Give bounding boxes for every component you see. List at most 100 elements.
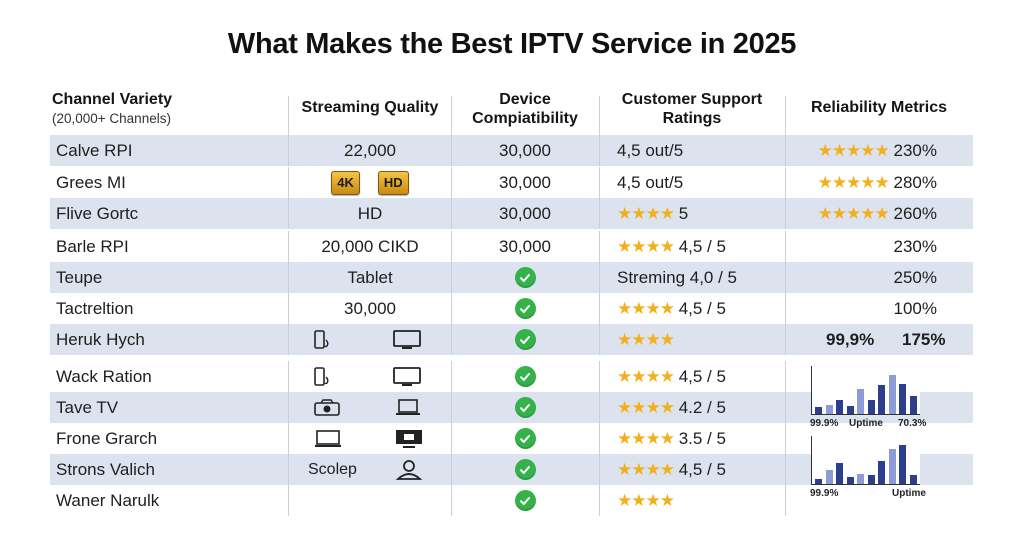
row-name: Barle RPI [56, 236, 129, 256]
star-rating-icon: ★★★★★ [817, 203, 890, 223]
reliability-value: 175% [902, 329, 946, 349]
row-name: Calve RPI [56, 140, 133, 160]
chart-bar [826, 405, 833, 414]
device-value [451, 324, 599, 355]
quality-value: 30,000 [344, 298, 396, 318]
device-value: 30,000 [499, 172, 551, 192]
reliability-value: ★★★★★ 280% [817, 172, 937, 192]
header-reliability: Reliability Metrics [810, 99, 948, 116]
projector-icon [313, 392, 341, 423]
chart-bar [889, 449, 896, 484]
reliability-value: 250% [893, 267, 937, 287]
reliability-value: 100% [893, 298, 937, 318]
support-value: ★★★★ 3.5 / 5 [617, 428, 726, 448]
chart-bar [910, 475, 917, 484]
reliability-value: 230% [893, 236, 937, 256]
chart-bar [910, 396, 917, 414]
star-rating-icon: ★★★★ [617, 490, 675, 510]
header-channel: Channel Variety (20,000+ Channels) [52, 91, 173, 126]
quality-value: 20,000 CIKD [321, 236, 419, 256]
support-value: ★★★★ 4.2 / 5 [617, 397, 726, 417]
chart-bar [857, 389, 864, 414]
quality-value: Tablet [347, 267, 393, 287]
user-icon [394, 454, 424, 485]
quality-value: Scolep [308, 460, 357, 478]
phone-icon [312, 361, 334, 392]
device-value [451, 454, 599, 485]
4k-badge-icon: 4K [331, 170, 360, 195]
support-value: ★★★★ 4,5 / 5 [617, 236, 726, 256]
chart-bar [847, 477, 854, 484]
hd-badge-icon: HD [377, 170, 409, 195]
header-support: Customer Support Ratings [621, 91, 763, 127]
table-row: Frone Grarch ★★★★ 3.5 / 5 [50, 423, 973, 454]
table-header: Channel Variety (20,000+ Channels) Strea… [50, 90, 973, 136]
uptime-value: 99,9% [826, 329, 875, 349]
table-row: Waner Narulk ★★★★ [50, 485, 973, 516]
check-icon [514, 366, 536, 387]
chart-bar [857, 474, 864, 484]
chart-bar [899, 384, 906, 414]
check-icon [514, 428, 536, 449]
laptop-icon [394, 392, 422, 423]
star-rating-icon: ★★★★★ [817, 172, 890, 192]
device-value [451, 423, 599, 454]
row-name: Grees MI [56, 172, 126, 192]
support-value: ★★★★ [617, 324, 675, 355]
star-rating-icon: ★★★★ [617, 397, 675, 417]
row-name: Frone Grarch [56, 428, 158, 448]
quality-value: HD [357, 203, 383, 223]
chart-label: 99.9% [810, 418, 839, 429]
header-quality: Streaming Quality [301, 99, 439, 116]
star-rating-icon: ★★★★ [617, 236, 675, 256]
row-name: Flive Gortc [56, 203, 139, 223]
table-row: Wack Ration ★★★★ 4,5 / 5 [50, 361, 973, 392]
device-value [451, 293, 599, 324]
star-rating-icon: ★★★★ [617, 203, 675, 223]
support-value: 4,5 out/5 [617, 140, 684, 160]
star-rating-icon: ★★★★ [617, 459, 675, 479]
chart-bar [826, 470, 833, 484]
support-value: ★★★★ 4,5 / 5 [617, 459, 726, 479]
row-name: Strons Valich [56, 459, 155, 479]
laptop-icon [313, 423, 343, 454]
row-name: Teupe [56, 267, 103, 287]
chart-label: Uptime [849, 418, 883, 429]
star-rating-icon: ★★★★ [617, 298, 675, 318]
device-value [451, 361, 599, 392]
monitor-icon [392, 361, 422, 392]
chart-bar [815, 407, 822, 414]
device-value: 30,000 [499, 140, 551, 160]
chart-bar [878, 461, 885, 484]
table-row: Barle RPI 20,000 CIKD 30,000 ★★★★ 4,5 / … [50, 231, 973, 262]
check-icon [514, 490, 536, 511]
monitor-icon [392, 324, 422, 355]
reliability-chart-1 [811, 366, 920, 415]
chart-bar [899, 445, 906, 484]
row-name: Tactreltion [56, 298, 134, 318]
reliability-value: ★★★★★ 260% [817, 203, 937, 223]
reliability-chart-2 [811, 436, 920, 485]
device-value [451, 392, 599, 423]
chart-bar [889, 375, 896, 414]
reliability-value: ★★★★★ 230% [817, 140, 937, 160]
comparison-table: Channel Variety (20,000+ Channels) Strea… [50, 90, 973, 516]
table-row: Grees MI 4K HD 30,000 4,5 out/5 ★★★★★ 28… [50, 167, 973, 198]
table-row: Heruk Hych ★★★★ 99,9% 175% [50, 324, 973, 355]
row-name: Tave TV [56, 397, 119, 417]
star-rating-icon: ★★★★ [617, 329, 675, 349]
table-row: Tactreltion 30,000 ★★★★ 4,5 / 5 100% [50, 293, 973, 324]
star-rating-icon: ★★★★ [617, 366, 675, 386]
table-row: Flive Gortc HD 30,000 ★★★★ 5 ★★★★★ 260% [50, 198, 973, 229]
support-value: ★★★★ 5 [617, 203, 689, 223]
row-name: Waner Narulk [56, 490, 160, 510]
device-value: 30,000 [499, 203, 551, 223]
device-value [451, 485, 599, 516]
table-row: Calve RPI 22,000 30,000 4,5 out/5 ★★★★★ … [50, 135, 973, 166]
chart-label: 99.9% [810, 488, 839, 499]
quality-value: 4K HD [290, 167, 450, 198]
quality-value: 22,000 [344, 140, 396, 160]
chart-bar [836, 400, 843, 414]
device-value [451, 262, 599, 293]
support-value: ★★★★ 4,5 / 5 [617, 366, 726, 386]
